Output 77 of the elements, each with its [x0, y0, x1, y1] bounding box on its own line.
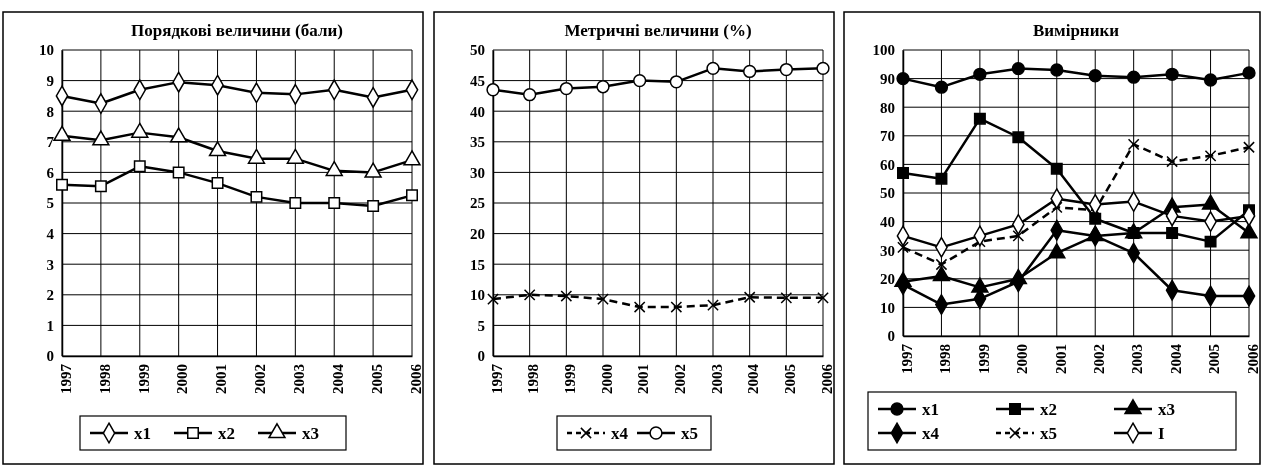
y-tick-label: 8	[46, 103, 54, 120]
x-tick-label: 1998	[96, 364, 113, 394]
y-tick-label: 40	[470, 103, 485, 120]
x-tick-label: 2000	[598, 364, 615, 394]
x-tick-label: 2003	[291, 364, 308, 394]
y-tick-label: 60	[880, 156, 895, 173]
x-tick-label: 1999	[975, 344, 992, 374]
legend-label: x4	[611, 423, 629, 443]
x-tick-label: 1999	[135, 364, 152, 394]
y-tick-label: 0	[477, 348, 485, 365]
x-tick-label: 2002	[1090, 344, 1107, 374]
x-tick-label: 2005	[368, 364, 385, 394]
y-tick-label: 20	[470, 225, 485, 242]
legend-label: x2	[1040, 399, 1057, 419]
x-tick-label: 2005	[1206, 344, 1223, 374]
y-tick-label: 10	[470, 287, 485, 304]
chart-title: Вимірники	[1032, 21, 1120, 40]
y-tick-label: 0	[46, 348, 54, 365]
x-tick-label: 1997	[898, 343, 915, 374]
legend-label: x3	[1158, 399, 1175, 419]
x-tick-label: 2002	[672, 364, 689, 394]
y-tick-label: 40	[880, 213, 895, 230]
chart-title: Порядкові величини (бали)	[131, 21, 343, 40]
y-tick-label: 15	[470, 256, 485, 273]
x-tick-label: 2006	[1244, 343, 1261, 374]
legend-label: x1	[922, 399, 939, 419]
x-tick-label: 2005	[782, 364, 799, 394]
x-tick-label: 2001	[635, 364, 652, 394]
x-tick-label: 1998	[525, 364, 542, 394]
legend-label: x2	[218, 423, 235, 443]
legend-label: x4	[922, 423, 940, 443]
x-tick-label: 2004	[329, 363, 346, 394]
legend-label: x1	[134, 423, 151, 443]
x-tick-label: 1997	[488, 363, 505, 394]
y-tick-label: 30	[470, 164, 485, 181]
y-tick-label: 5	[477, 317, 485, 334]
y-tick-label: 45	[470, 72, 485, 89]
x-tick-label: 1997	[57, 363, 74, 394]
y-tick-label: 25	[470, 195, 485, 212]
y-tick-label: 9	[46, 72, 54, 89]
y-tick-label: 70	[880, 128, 895, 145]
y-tick-label: 1	[46, 317, 54, 334]
x-tick-label: 2003	[708, 364, 725, 394]
x-tick-label: 2004	[1167, 343, 1184, 374]
y-tick-label: 10	[39, 42, 54, 59]
y-tick-label: 20	[880, 271, 895, 288]
x-tick-label: 2001	[213, 364, 230, 394]
y-tick-label: 0	[887, 328, 895, 345]
y-tick-label: 100	[872, 42, 895, 59]
y-tick-label: 4	[46, 225, 55, 242]
y-tick-label: 35	[470, 134, 485, 151]
y-tick-label: 30	[880, 242, 895, 259]
y-tick-label: 3	[46, 256, 54, 273]
y-tick-label: 90	[880, 70, 895, 87]
x-tick-label: 2002	[252, 364, 269, 394]
x-tick-label: 2000	[1014, 344, 1031, 374]
y-tick-label: 80	[880, 99, 895, 116]
legend-label: I	[1158, 423, 1165, 443]
legend-label: x5	[1040, 423, 1057, 443]
legend-label: x5	[681, 423, 698, 443]
y-tick-label: 50	[880, 185, 895, 202]
x-tick-label: 2004	[745, 363, 762, 394]
x-tick-label: 1998	[937, 344, 954, 374]
legend-label: x3	[302, 423, 319, 443]
x-tick-label: 2006	[407, 363, 424, 394]
y-tick-label: 2	[46, 287, 54, 304]
y-tick-label: 6	[46, 164, 55, 181]
y-tick-label: 50	[470, 42, 485, 59]
x-tick-label: 2003	[1129, 344, 1146, 374]
x-tick-label: 1999	[562, 364, 579, 394]
chart-title: Метричні величини (%)	[564, 21, 752, 40]
y-tick-label: 7	[46, 134, 55, 151]
x-tick-label: 2001	[1052, 344, 1069, 374]
x-tick-label: 2006	[818, 363, 835, 394]
y-tick-label: 5	[46, 195, 54, 212]
x-tick-label: 2000	[174, 364, 191, 394]
y-tick-label: 10	[880, 299, 895, 316]
